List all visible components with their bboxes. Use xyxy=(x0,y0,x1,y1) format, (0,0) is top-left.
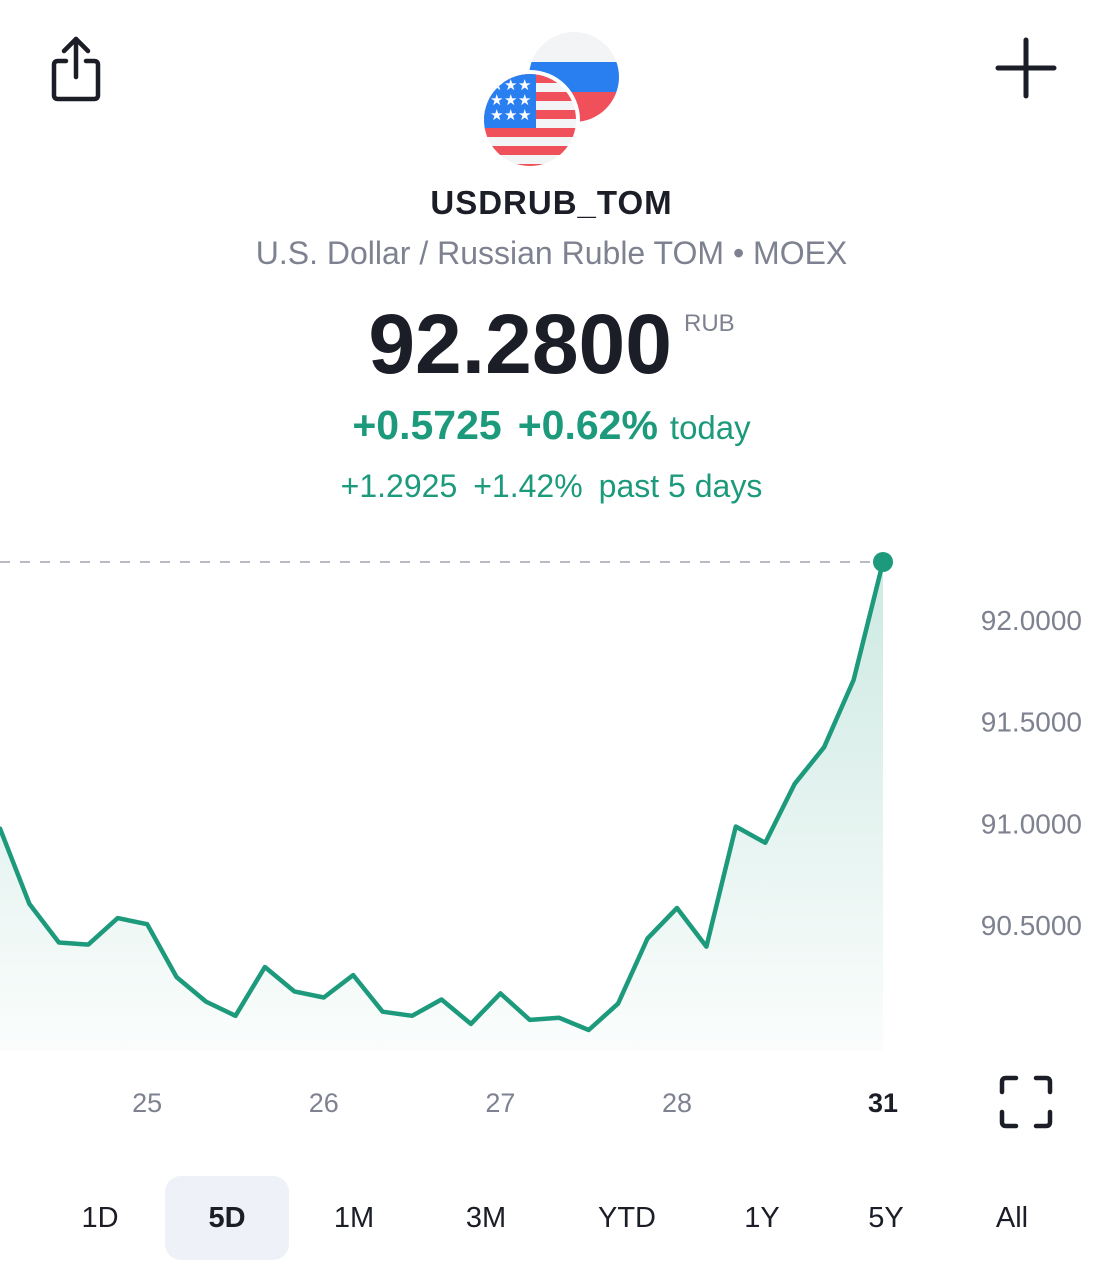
y-tick-label: 92.0000 xyxy=(981,605,1082,636)
y-tick-label: 91.0000 xyxy=(981,808,1082,839)
range-tab-1m[interactable]: 1M xyxy=(333,1201,375,1234)
current-price: 92.2800 xyxy=(368,297,672,391)
svg-text:★: ★ xyxy=(490,106,503,124)
range-tab-1y[interactable]: 1Y xyxy=(744,1201,780,1234)
change-today-label: today xyxy=(669,409,751,446)
y-tick-label: 91.5000 xyxy=(981,707,1082,738)
change-period-pct: +1.42% xyxy=(473,468,583,504)
range-tab-5d[interactable]: 5D xyxy=(165,1176,289,1260)
change-today-abs: +0.5725 xyxy=(352,402,502,448)
last-price-point xyxy=(873,552,893,572)
range-tab-all[interactable]: All xyxy=(995,1201,1029,1234)
x-tick-label: 31 xyxy=(868,1088,898,1118)
svg-text:★: ★ xyxy=(518,91,531,109)
x-tick-label: 26 xyxy=(309,1088,339,1118)
range-tab-1d[interactable]: 1D xyxy=(81,1201,119,1234)
price-row: 92.2800 RUB xyxy=(0,296,1103,392)
svg-text:★: ★ xyxy=(518,76,531,94)
time-range-selector: 1D 5D 1M 3M YTD 1Y 5Y All xyxy=(0,1176,1103,1260)
y-tick-label: 90.5000 xyxy=(981,910,1082,941)
change-today: +0.5725 +0.62% today xyxy=(0,402,1103,449)
svg-text:★: ★ xyxy=(504,91,517,109)
x-tick-label: 27 xyxy=(485,1088,515,1118)
x-tick-label: 25 xyxy=(132,1088,162,1118)
price-line xyxy=(0,559,886,1033)
us-flag-icon: ★★★ ★★★ ★★★ xyxy=(484,74,576,166)
price-currency: RUB xyxy=(683,310,735,337)
change-today-pct: +0.62% xyxy=(517,402,658,448)
fullscreen-icon xyxy=(999,1075,1053,1129)
plus-icon xyxy=(995,37,1057,99)
change-period-label: past 5 days xyxy=(598,468,763,504)
add-to-watchlist-button[interactable] xyxy=(986,28,1066,108)
range-tab-5y[interactable]: 5Y xyxy=(868,1201,904,1234)
instrument-symbol: USDRUB_TOM xyxy=(430,184,673,221)
svg-text:★: ★ xyxy=(518,106,531,124)
currency-pair-flags: ★★★ ★★★ ★★★ xyxy=(480,32,619,170)
svg-text:★: ★ xyxy=(490,91,503,109)
share-icon xyxy=(51,36,101,102)
svg-text:★: ★ xyxy=(504,106,517,124)
x-tick-label: 28 xyxy=(662,1088,692,1118)
instrument-description: U.S. Dollar / Russian Ruble TOM • MOEX xyxy=(255,235,848,271)
share-button[interactable] xyxy=(36,28,116,108)
range-tab-3m[interactable]: 3M xyxy=(465,1201,507,1234)
fullscreen-button[interactable] xyxy=(990,1066,1062,1138)
price-chart[interactable]: 92.0000 91.5000 91.0000 90.5000 25 26 27 28 31 xyxy=(0,530,1103,1130)
change-period-abs: +1.2925 xyxy=(340,468,458,504)
range-tab-ytd[interactable]: YTD xyxy=(598,1201,656,1234)
change-period: +1.2925 +1.42% past 5 days xyxy=(0,468,1103,505)
price-area xyxy=(0,562,883,1050)
svg-text:★: ★ xyxy=(504,76,517,94)
